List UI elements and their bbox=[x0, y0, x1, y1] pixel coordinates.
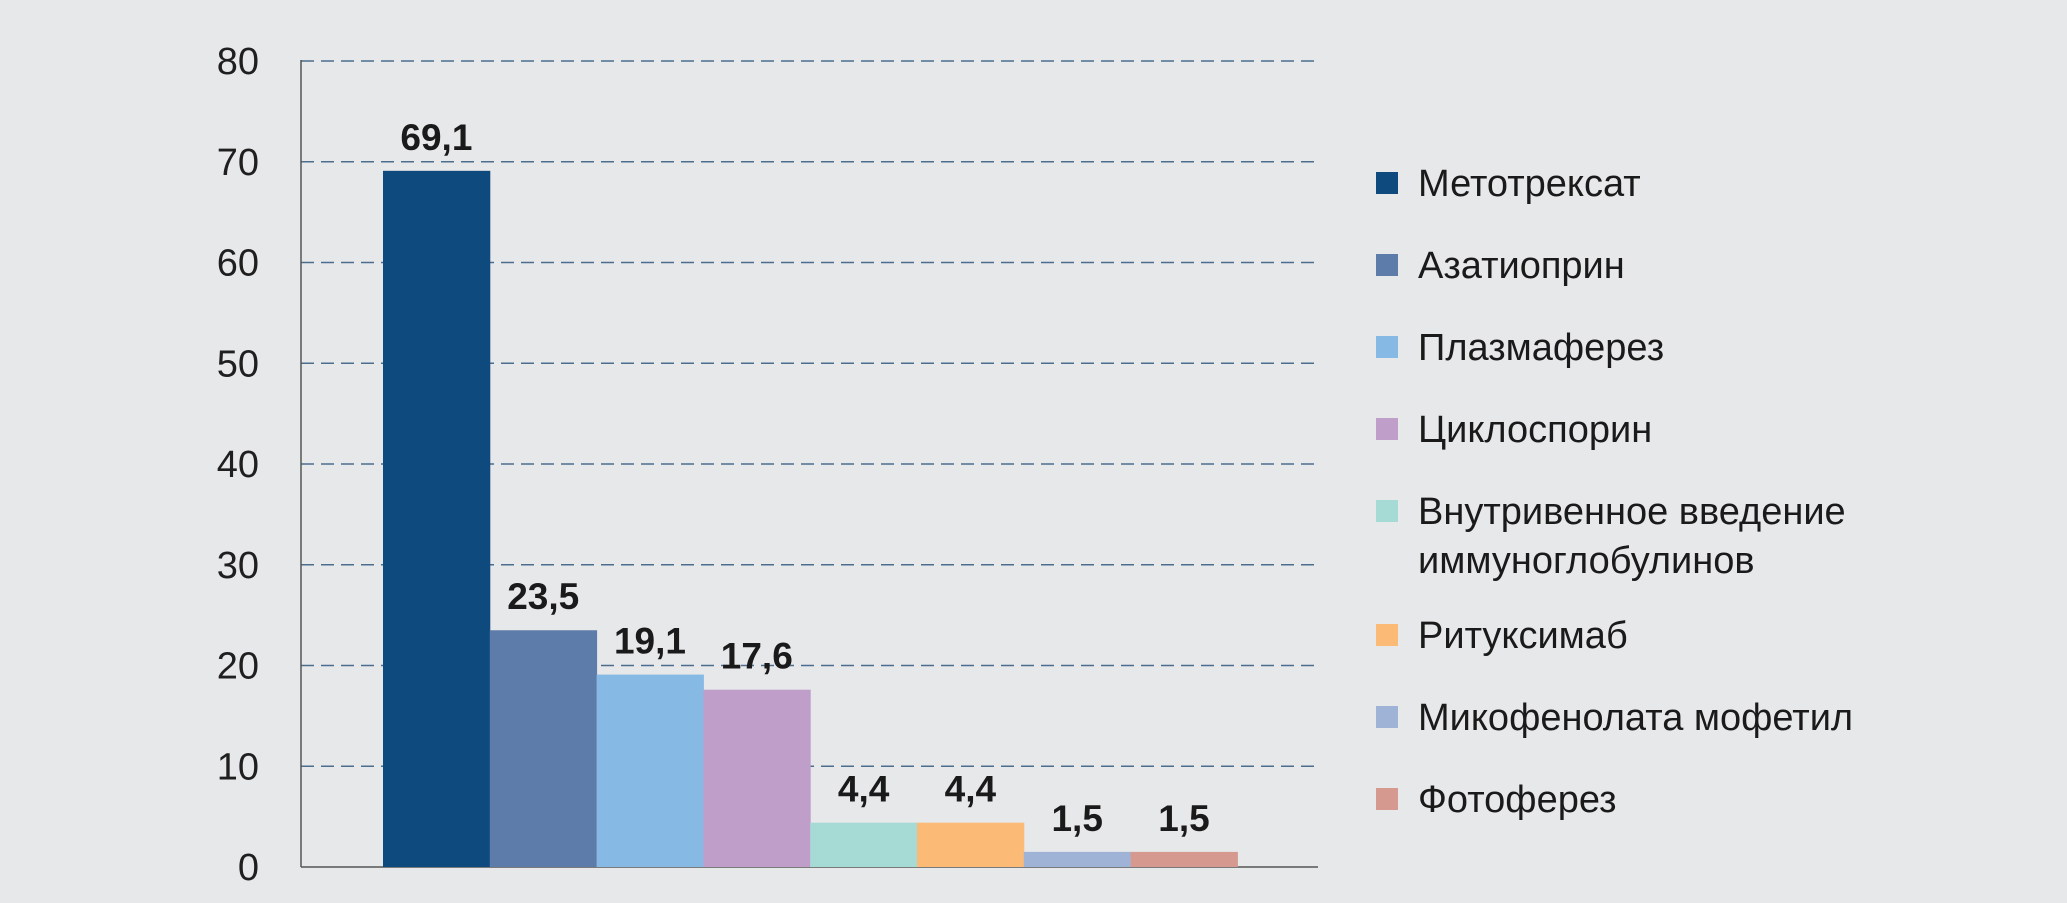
bar bbox=[810, 822, 918, 867]
y-tick-label: 50 bbox=[217, 343, 259, 385]
legend-swatch bbox=[1376, 624, 1398, 646]
legend: Метотрексат Азатиоприн Плазмаферез Циклоспо… bbox=[1376, 163, 1853, 821]
bar bbox=[596, 674, 704, 867]
bar bbox=[383, 170, 491, 867]
y-tick-label: 60 bbox=[217, 243, 259, 285]
bar-value-label: 23,5 bbox=[507, 576, 579, 617]
bar-value-label: 17,6 bbox=[721, 636, 793, 677]
bar-value-label: 4,4 bbox=[838, 769, 890, 810]
legend-swatch bbox=[1376, 788, 1398, 810]
bar bbox=[1130, 851, 1238, 867]
legend-label: Ритуксимаб bbox=[1418, 615, 1628, 657]
legend-swatch bbox=[1376, 706, 1398, 728]
bar bbox=[917, 822, 1025, 867]
y-tick-label: 40 bbox=[217, 444, 259, 486]
y-axis: 0 10 20 30 40 50 60 70 80 bbox=[217, 41, 1318, 889]
legend-swatch bbox=[1376, 172, 1398, 194]
y-tick-label: 20 bbox=[217, 646, 259, 688]
legend-label: Циклоспорин bbox=[1418, 409, 1652, 451]
bar bbox=[1023, 851, 1132, 867]
legend-label: Метотрексат bbox=[1418, 163, 1641, 205]
y-tick-label: 0 bbox=[238, 847, 259, 889]
data-labels: 69,1 23,5 19,1 17,6 4,4 4,4 1,5 1,5 bbox=[400, 117, 1209, 839]
legend-swatch bbox=[1376, 418, 1398, 440]
bar-value-label: 19,1 bbox=[614, 621, 686, 662]
bar-value-label: 4,4 bbox=[945, 769, 997, 810]
legend-label: Азатиоприн bbox=[1418, 245, 1625, 287]
legend-swatch bbox=[1376, 336, 1398, 358]
y-tick-label: 70 bbox=[217, 142, 259, 184]
bar bbox=[489, 630, 598, 867]
y-tick-label: 10 bbox=[217, 746, 259, 788]
y-tick-label: 30 bbox=[217, 545, 259, 587]
legend-label: Плазмаферез bbox=[1418, 327, 1664, 369]
legend-label: иммуноглобулинов bbox=[1418, 540, 1755, 582]
bars bbox=[383, 170, 1238, 867]
bar-value-label: 69,1 bbox=[400, 117, 472, 158]
bar-value-label: 1,5 bbox=[1051, 798, 1102, 839]
bar-value-label: 1,5 bbox=[1158, 798, 1209, 839]
y-tick-label: 80 bbox=[217, 41, 259, 83]
bar bbox=[703, 689, 811, 867]
legend-swatch bbox=[1376, 500, 1398, 522]
legend-swatch bbox=[1376, 254, 1398, 276]
legend-label: Микофенолата мофетил bbox=[1418, 697, 1853, 739]
legend-label: Внутривенное введение bbox=[1418, 491, 1846, 533]
legend-label: Фотоферез bbox=[1418, 779, 1617, 821]
